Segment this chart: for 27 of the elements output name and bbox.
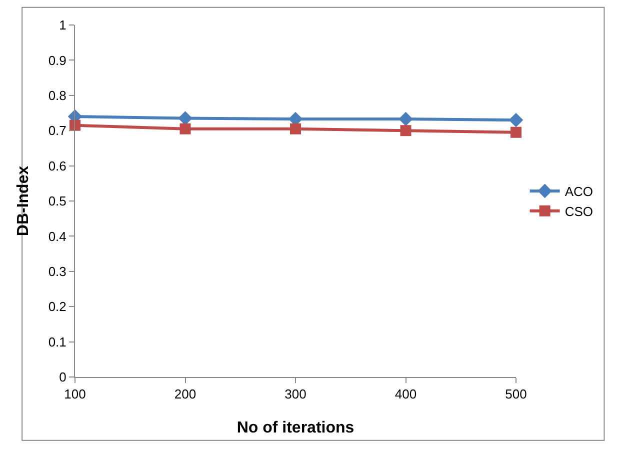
- point: [398, 112, 413, 126]
- x-axis-title: No of iterations: [236, 419, 354, 436]
- legend-label: CSO: [564, 204, 593, 219]
- point: [508, 112, 524, 128]
- point: [178, 111, 192, 126]
- point: [510, 126, 522, 138]
- y-tick-label: 1: [59, 18, 66, 33]
- x-tick-label: 200: [174, 386, 196, 402]
- y-tick-label: 0.7: [48, 123, 66, 138]
- y-tick-label: 0.3: [48, 264, 66, 279]
- x-tick-label: 100: [64, 386, 86, 402]
- x-tick-label: 400: [394, 386, 417, 402]
- x-tick-label: 500: [505, 386, 527, 402]
- y-tick-label: 0.4: [48, 228, 66, 244]
- y-axis-title: DB-Index: [15, 166, 32, 236]
- y-tick-label: 0.5: [48, 194, 66, 209]
- y-tick-label: 0: [59, 370, 66, 385]
- y-tick-label: 0.1: [48, 334, 66, 350]
- y-tick-label: 0.2: [48, 299, 66, 314]
- point: [180, 123, 191, 134]
- point: [400, 125, 412, 136]
- y-tick-label: 0.6: [48, 158, 66, 174]
- y-tick-label: 0.9: [48, 52, 66, 68]
- legend-label: ACO: [564, 184, 593, 200]
- x-tick-label: 300: [284, 386, 306, 402]
- point: [290, 123, 301, 134]
- y-tick-label: 0.8: [48, 88, 66, 103]
